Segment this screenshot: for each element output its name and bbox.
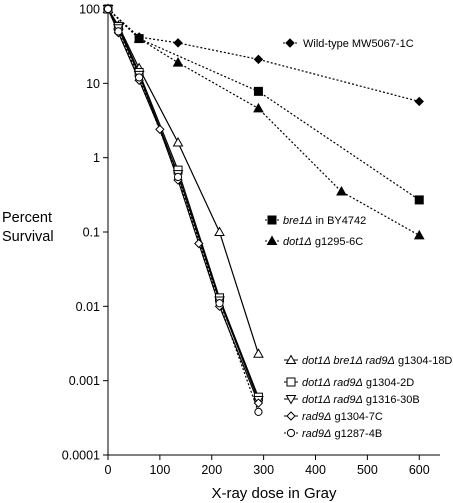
legend-marker [286, 428, 296, 438]
legend-label: bre1Δ in BY4742 [283, 215, 366, 227]
data-point-s7 [194, 238, 204, 249]
y-tick-label: 0.001 [69, 374, 100, 388]
x-axis-label: X-ray dose in Gray [211, 485, 337, 502]
data-point-s8 [254, 407, 263, 417]
data-point-s4 [253, 348, 264, 358]
series-lines [107, 8, 420, 413]
legend: Wild-type MW5067-1C bre1Δ in BY4742 dot1Δ … [265, 38, 452, 440]
x-tick-label: 600 [409, 463, 430, 477]
legend-marker [286, 377, 296, 387]
data-point-s8 [215, 299, 224, 308]
y-tick-label: 1 [93, 151, 100, 165]
legend-label-part: g1295-6C [312, 236, 363, 248]
legend-label-part: g1316-30B [363, 394, 420, 406]
data-point-s3 [253, 102, 264, 113]
axes: 0 100 200 300 400 500 600 100 10 1 0.1 0.01 0.001 0.0… [62, 3, 440, 477]
legend-label-part: bre1Δ [283, 215, 312, 227]
data-point-s7 [155, 124, 165, 135]
legend-marker [285, 354, 297, 364]
legend-marker [266, 235, 278, 245]
legend-label-part: Wild-type MW5067-1C [303, 38, 414, 50]
legend-marker [286, 411, 296, 421]
legend-label-part: dot1Δ rad9Δ [302, 377, 363, 389]
data-point-s3 [413, 229, 425, 240]
y-tick-label: 0.01 [76, 300, 100, 314]
data-point-s1 [253, 54, 264, 65]
data-point-s3 [336, 186, 347, 196]
series-markers [102, 3, 425, 417]
data-point-s2 [414, 195, 424, 205]
legend-label-part: g1287-4B [331, 428, 382, 440]
series-line-5 [107, 8, 259, 398]
legend-label: rad9Δ g1287-4B [302, 428, 382, 440]
y-tick-label: 0.0001 [62, 449, 100, 463]
legend-label: Wild-type MW5067-1C [303, 38, 414, 50]
y-tick-label: 10 [86, 77, 100, 91]
y-tick-label: 0.1 [83, 226, 100, 240]
axis-labels: X-ray dose in Gray Percent Survival [2, 210, 337, 502]
legend-label: dot1Δ rad9Δ g1316-30B [302, 394, 420, 406]
data-point-s8 [103, 4, 113, 14]
data-point-s8 [173, 172, 183, 182]
y-axis-label: Percent [2, 210, 52, 226]
x-tick-label: 400 [305, 463, 326, 477]
series-line-7 [107, 8, 259, 404]
x-tick-label: 200 [201, 463, 222, 477]
data-point-s2 [253, 86, 263, 96]
data-point-s4 [214, 226, 225, 236]
series-line-3 [107, 8, 420, 236]
legend-label: rad9Δ g1304-7C [302, 411, 383, 423]
legend-label-part: dot1Δ rad9Δ [302, 394, 363, 406]
legend-marker [267, 215, 277, 225]
data-point-s1 [173, 38, 183, 48]
legend-label-part: dot1Δ [283, 236, 312, 248]
series-line-6 [107, 8, 259, 401]
legend-label-part: rad9Δ [302, 428, 331, 440]
x-tick-label: 300 [253, 463, 274, 477]
legend-label-part: g1304-2D [363, 377, 414, 389]
data-point-s8 [135, 73, 144, 82]
data-point-s8 [114, 27, 123, 36]
x-tick-label: 500 [357, 463, 378, 477]
data-point-s4 [172, 136, 184, 147]
legend-label-part: g1304-7C [331, 411, 382, 423]
x-tick-label: 0 [105, 463, 112, 477]
series-line-8 [107, 8, 259, 413]
legend-label: dot1Δ bre1Δ rad9Δ g1304-18D [302, 355, 452, 367]
data-point-s1 [414, 96, 424, 107]
y-tick-label: 100 [79, 3, 100, 17]
legend-label: dot1Δ rad9Δ g1304-2D [302, 377, 414, 389]
legend-label-part: rad9Δ [302, 411, 331, 423]
data-point-s3 [172, 57, 184, 67]
legend-label-part: in BY4742 [312, 215, 366, 227]
y-axis-label: Survival [2, 229, 54, 245]
legend-marker [285, 395, 297, 405]
legend-label: dot1Δ g1295-6C [283, 236, 363, 248]
data-point-s3 [133, 33, 145, 43]
x-tick-label: 100 [149, 463, 170, 477]
series-line-1 [107, 8, 420, 103]
legend-marker [285, 38, 295, 48]
legend-label-part: g1304-18D [395, 355, 453, 367]
legend-label-part: dot1Δ bre1Δ rad9Δ [302, 355, 395, 367]
data-point-s7 [253, 398, 264, 408]
